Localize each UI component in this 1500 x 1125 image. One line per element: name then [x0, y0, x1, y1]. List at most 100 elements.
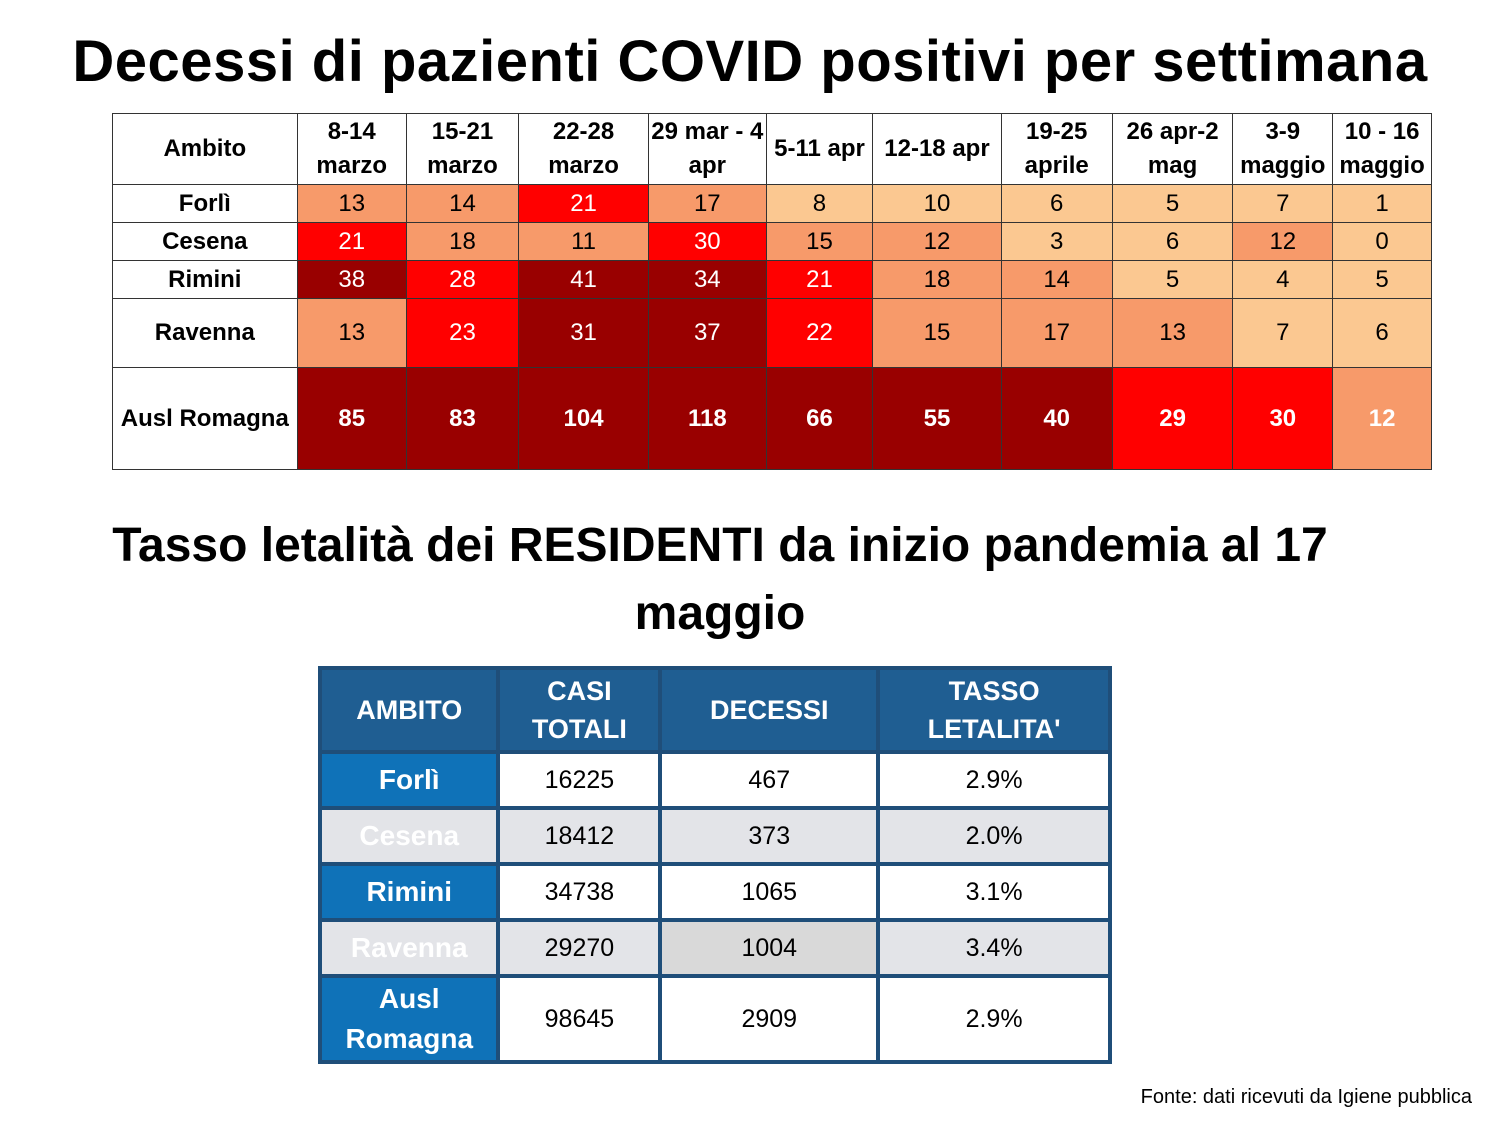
cell-value: 66	[765, 367, 874, 470]
row-label: Cesena	[112, 222, 298, 261]
table-row: Cesena 18412 373 2.0%	[322, 810, 1108, 862]
cell-value: 6	[1332, 298, 1432, 368]
cell-value: 30	[1232, 367, 1334, 470]
cell-value: 98645	[500, 978, 659, 1060]
cell-value: 18412	[500, 810, 659, 862]
cell-value: 3.1%	[880, 866, 1108, 918]
cell-value: 13	[1111, 298, 1234, 368]
column-header: DECESSI	[662, 670, 877, 750]
column-header: 8-14 marzo	[296, 113, 407, 185]
cell-value: 21	[518, 184, 649, 223]
cell-value: 31	[518, 298, 649, 368]
cell-value: 8	[765, 184, 874, 223]
page-title: Decessi di pazienti COVID positivi per s…	[72, 29, 1428, 94]
cell-value: 38	[296, 260, 407, 299]
cell-value: 41	[518, 260, 649, 299]
cell-value: 7	[1232, 298, 1334, 368]
cell-value: 17	[1000, 298, 1113, 368]
cell-value: 12	[1332, 367, 1432, 470]
cell-value: 13	[296, 298, 407, 368]
cell-value: 85	[296, 367, 407, 470]
table-row: Ausl Romagna 98645 2909 2.9%	[322, 978, 1108, 1060]
cell-value: 373	[662, 810, 877, 862]
table-header-row: AMBITO CASI TOTALI DECESSI TASSO LETALITA'	[322, 670, 1108, 750]
cell-value: 15	[872, 298, 1002, 368]
cell-value: 29270	[500, 922, 659, 974]
cell-value: 0	[1332, 222, 1432, 261]
table-row: Forlì 13 14 21 17 8 10 6 5 7 1	[112, 184, 1432, 223]
cell-value: 3	[1000, 222, 1113, 261]
cell-value: 30	[648, 222, 767, 261]
row-label: Ravenna	[322, 922, 497, 974]
cell-value: 21	[765, 260, 874, 299]
table-header-row: Ambito 8-14 marzo 15-21 marzo 22-28 marzo 29…	[112, 113, 1432, 185]
cell-value: 55	[872, 367, 1002, 470]
cell-value: 34	[648, 260, 767, 299]
column-header: 29 mar - 4 apr	[648, 113, 767, 185]
cell-value: 7	[1232, 184, 1334, 223]
table-row: Ravenna 13 23 31 37 22 15 17 13 7 6	[112, 298, 1432, 368]
column-header: 26 apr-2 mag	[1111, 113, 1234, 185]
cell-value: 2.0%	[880, 810, 1108, 862]
cell-value: 467	[662, 754, 877, 806]
weekly-deaths-table: Ambito 8-14 marzo 15-21 marzo 22-28 marzo 29…	[112, 113, 1432, 470]
column-header: 22-28 marzo	[518, 113, 649, 185]
cell-value: 14	[405, 184, 520, 223]
row-label: Ravenna	[112, 298, 298, 368]
cell-value: 2.9%	[880, 754, 1108, 806]
cell-value: 37	[648, 298, 767, 368]
cell-value: 83	[405, 367, 520, 470]
column-header: 15-21 marzo	[405, 113, 520, 185]
cell-value: 3.4%	[880, 922, 1108, 974]
cell-value: 12	[872, 222, 1002, 261]
row-label: Cesena	[322, 810, 497, 862]
section-title: Tasso letalità dei RESIDENTI da inizio p…	[112, 519, 1328, 640]
column-header: CASI TOTALI	[500, 670, 659, 750]
table-row: Cesena 21 18 11 30 15 12 3 6 12 0	[112, 222, 1432, 261]
cell-value: 29	[1111, 367, 1234, 470]
cell-value: 2.9%	[880, 978, 1108, 1060]
column-header: TASSO LETALITA'	[880, 670, 1108, 750]
row-label: Forlì	[112, 184, 298, 223]
cell-value: 11	[518, 222, 649, 261]
cell-value: 1065	[662, 866, 877, 918]
cell-value: 16225	[500, 754, 659, 806]
row-label: Rimini	[322, 866, 497, 918]
cell-value: 4	[1232, 260, 1334, 299]
column-header: AMBITO	[322, 670, 497, 750]
cell-value: 13	[296, 184, 407, 223]
column-header: 12-18 apr	[872, 113, 1002, 185]
cell-value: 5	[1111, 260, 1234, 299]
table-row: Ravenna 29270 1004 3.4%	[322, 922, 1108, 974]
cell-value: 5	[1332, 260, 1432, 299]
column-header: 10 - 16 maggio	[1332, 113, 1432, 185]
cell-value: 5	[1111, 184, 1234, 223]
cell-value: 18	[872, 260, 1002, 299]
row-label: Ausl Romagna	[112, 367, 298, 470]
table-row: Rimini 34738 1065 3.1%	[322, 866, 1108, 918]
cell-value: 1	[1332, 184, 1432, 223]
lethality-rate-table: AMBITO CASI TOTALI DECESSI TASSO LETALITA' …	[318, 666, 1112, 1064]
cell-value: 40	[1000, 367, 1113, 470]
table-row: Forlì 16225 467 2.9%	[322, 754, 1108, 806]
cell-value: 12	[1232, 222, 1334, 261]
column-header: Ambito	[112, 113, 298, 185]
cell-value: 118	[648, 367, 767, 470]
cell-value: 21	[296, 222, 407, 261]
table-row: Ausl Romagna 85 83 104 118 66 55 40 29 30 12	[112, 367, 1432, 470]
cell-value: 2909	[662, 978, 877, 1060]
cell-value: 15	[765, 222, 874, 261]
column-header: 3-9 maggio	[1232, 113, 1334, 185]
row-label: Forlì	[322, 754, 497, 806]
cell-value: 6	[1000, 184, 1113, 223]
cell-value: 34738	[500, 866, 659, 918]
row-label: Rimini	[112, 260, 298, 299]
cell-value: 14	[1000, 260, 1113, 299]
cell-value: 104	[518, 367, 649, 470]
cell-value: 18	[405, 222, 520, 261]
cell-value: 10	[872, 184, 1002, 223]
row-label: Ausl Romagna	[322, 978, 497, 1060]
cell-value: 6	[1111, 222, 1234, 261]
cell-value: 1004	[662, 922, 877, 974]
